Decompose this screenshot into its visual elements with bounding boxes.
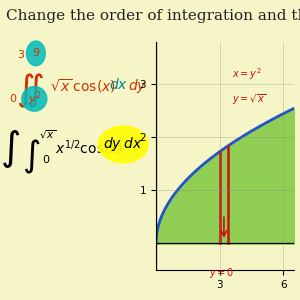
Text: $\int$: $\int$ [22, 138, 40, 176]
Text: $y=0$: $y=0$ [209, 266, 235, 280]
Text: 9: 9 [32, 48, 39, 59]
Ellipse shape [22, 87, 47, 111]
Text: 3: 3 [17, 50, 24, 60]
Text: $\iint$: $\iint$ [16, 72, 44, 110]
Ellipse shape [98, 126, 148, 163]
Text: $x^{1/2}\cos(x)$: $x^{1/2}\cos(x)$ [55, 138, 123, 158]
Ellipse shape [26, 41, 45, 66]
Text: $\sqrt{x}$: $\sqrt{x}$ [39, 128, 56, 141]
Text: $y^2$: $y^2$ [28, 90, 41, 108]
Text: 0: 0 [9, 94, 16, 104]
Text: $x=y^2$: $x=y^2$ [232, 66, 262, 82]
Text: $\sqrt{x}\,\cos(x)$: $\sqrt{x}\,\cos(x)$ [50, 77, 116, 94]
Text: $\int$: $\int$ [0, 128, 20, 170]
Text: $dy$: $dy$ [128, 77, 147, 95]
Text: $y=\sqrt{x}$: $y=\sqrt{x}$ [232, 92, 267, 107]
Text: $0$: $0$ [42, 153, 50, 165]
Text: $dx$: $dx$ [109, 77, 128, 92]
Text: $dy\;dx$: $dy\;dx$ [103, 135, 143, 153]
Text: Change the order of integration and then integra: Change the order of integration and then… [6, 9, 300, 23]
